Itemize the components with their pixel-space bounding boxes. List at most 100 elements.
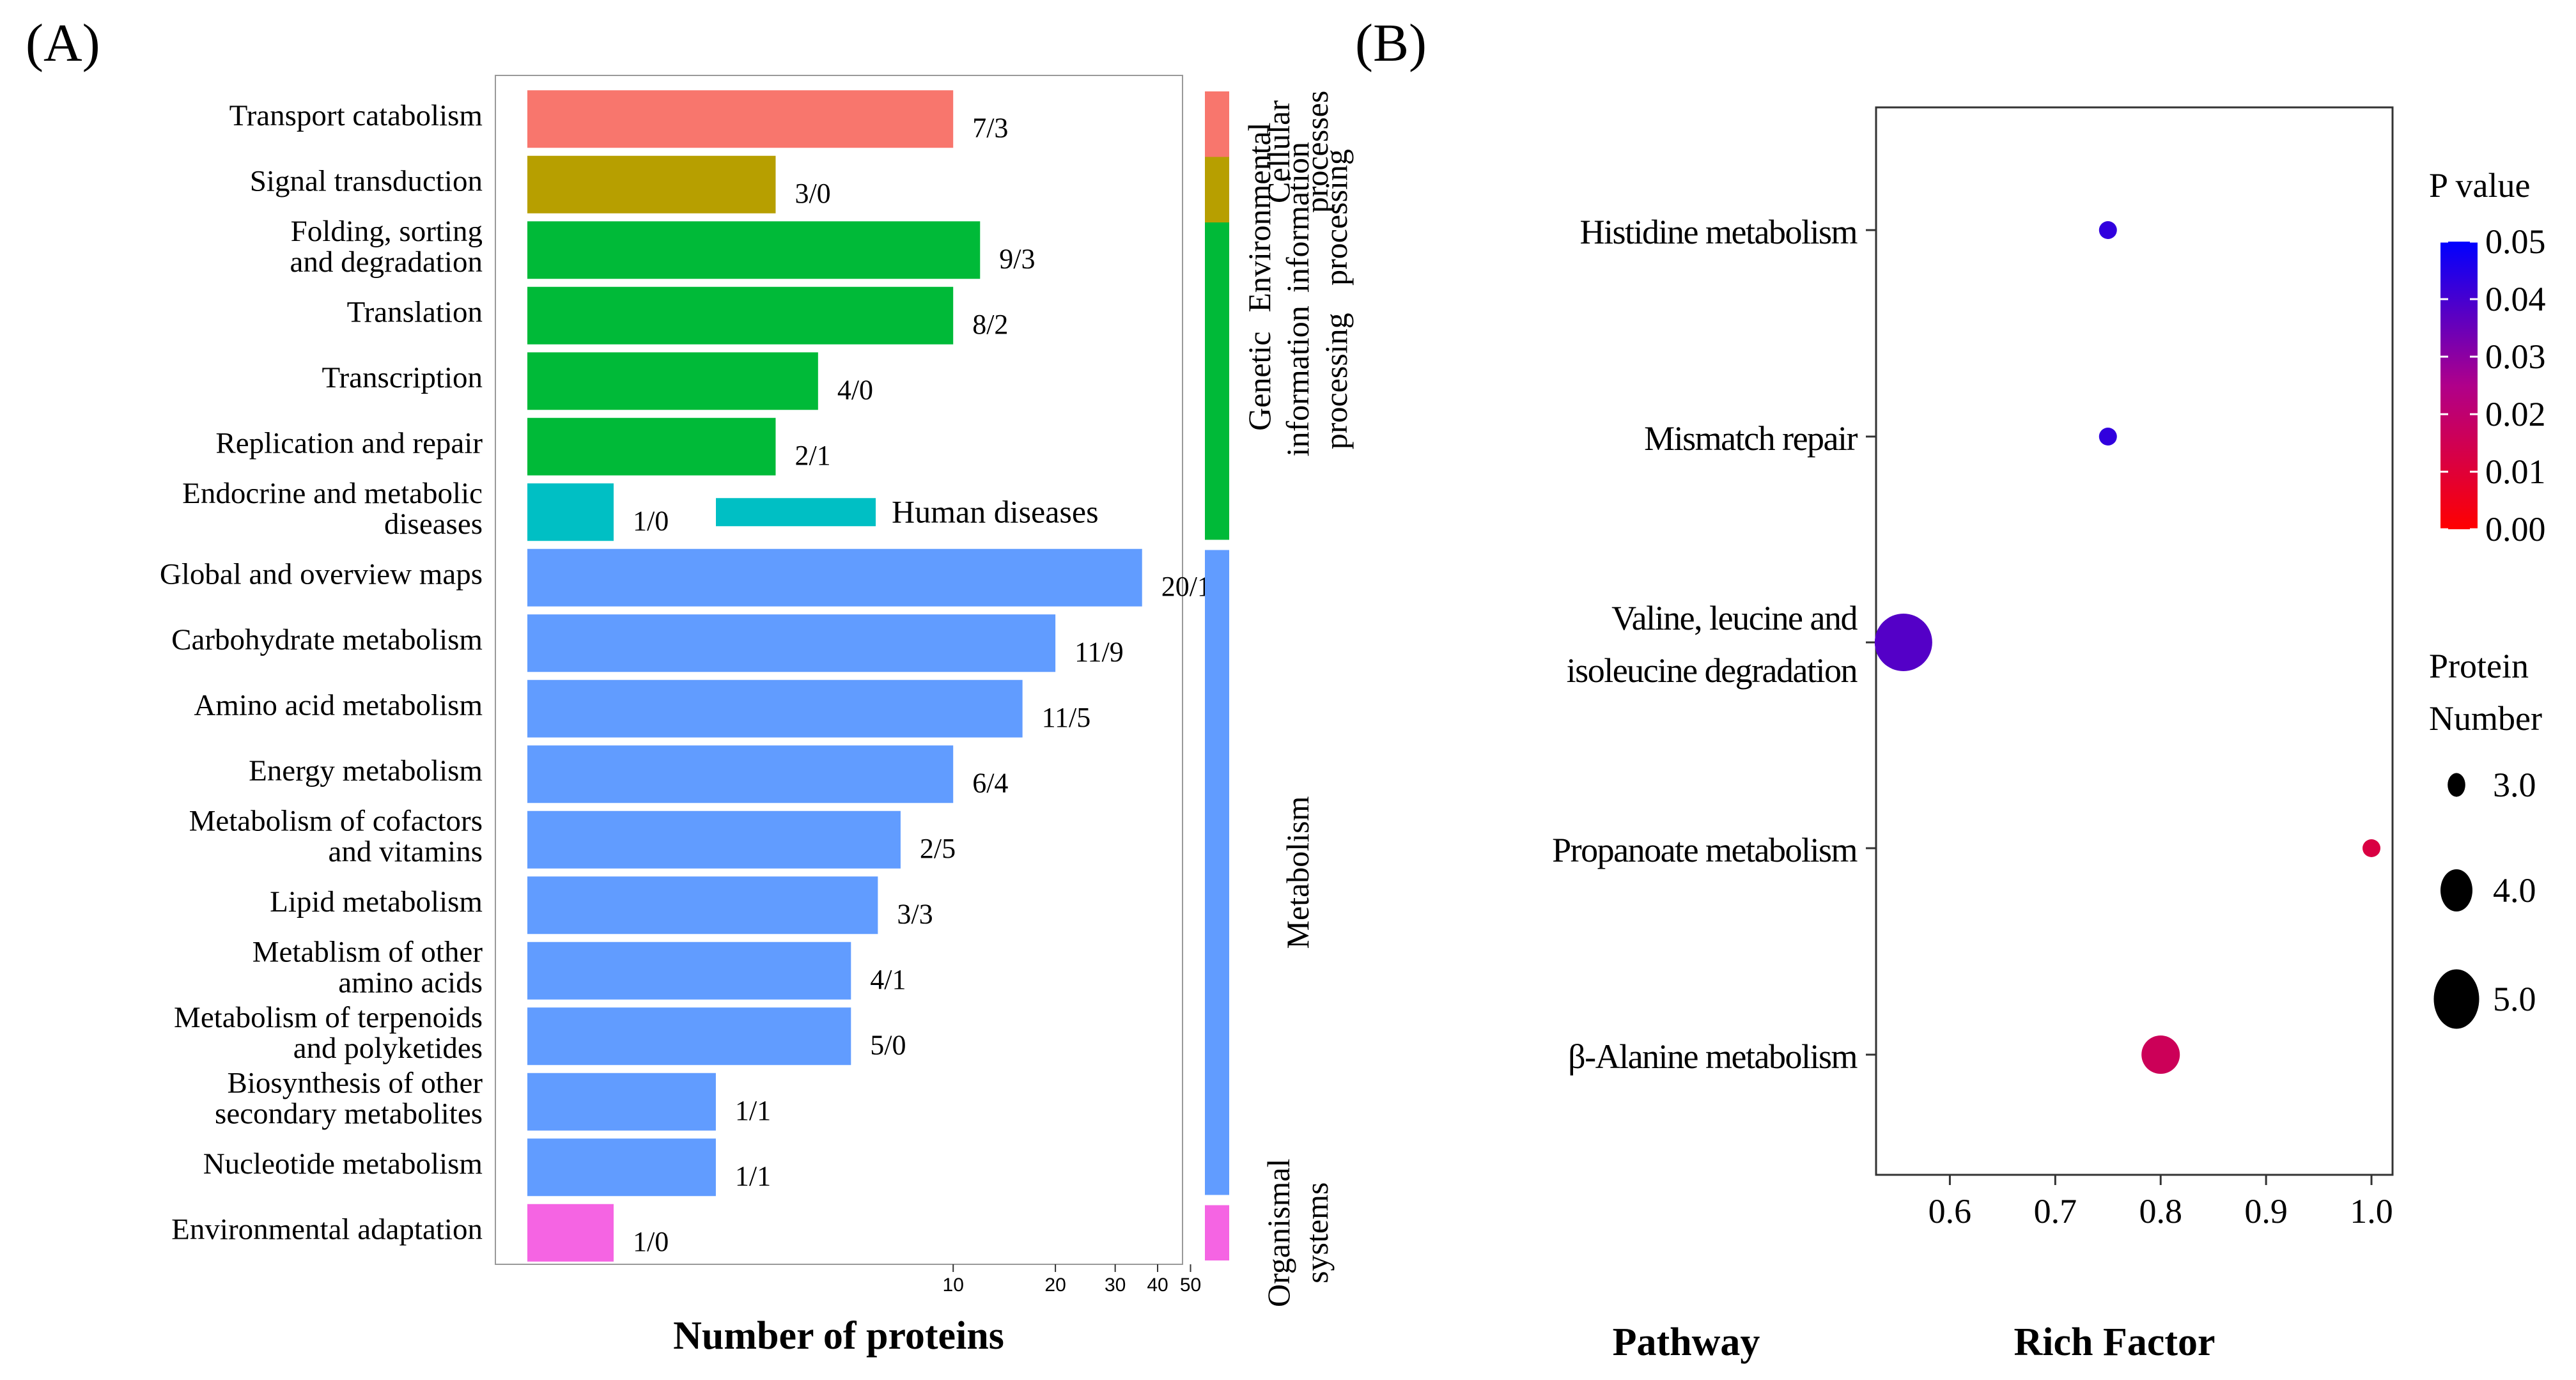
category-label-folding-sorting-and-degradation: Folding, sorting and degradation	[290, 215, 483, 279]
bar-label-lipid-metabolism: 3/3	[897, 898, 933, 929]
bar-label-folding-sorting-and-degradation: 9/3	[999, 243, 1035, 274]
group-label-human-diseases: Human diseases	[892, 493, 1099, 529]
bar-label-translation: 8/2	[972, 309, 1008, 340]
panel-b-label: (B)	[1355, 13, 1427, 73]
bar-amino-acid-metabolism	[527, 679, 1023, 738]
x-tick-label-0.7: 0.7	[2034, 1192, 2077, 1230]
pathway-label-histidine-metabolism: Histidine metabolism	[1580, 213, 1858, 251]
panel-b-bubble-chart: Histidine metabolism Mismatch repair Valin…	[1552, 106, 2546, 1364]
panel-b-y-axis-title: Pathway	[1613, 1321, 1760, 1364]
bar-label-nucleotide-metabolism: 1/1	[735, 1160, 771, 1191]
group-label-cellular-processes: Cellularprocesses	[1261, 91, 1335, 213]
size-legend-label-3-0: 3.0	[2493, 766, 2536, 804]
category-label-nucleotide-metabolism: Nucleotide metabolism	[203, 1147, 483, 1181]
category-label-transcription: Transcription	[322, 361, 483, 394]
panel-a-x-axis-title: Number of proteins	[673, 1314, 1004, 1358]
point-mismatch-repair	[2099, 428, 2117, 446]
point-propanoate-metabolism	[2363, 839, 2381, 857]
panel-a-x-ticks: 10 20 30 40 50	[943, 1264, 1201, 1296]
pathway-label-alanine-metabolism: β-Alanine metabolism	[1568, 1037, 1858, 1076]
size-legend-dot-3-0	[2448, 773, 2465, 797]
bar-label-replication-and-repair: 2/1	[795, 440, 830, 471]
category-label-biosynthesis-of-other-secondary-metabolites: Biosynthesis of other secondary metabolit…	[215, 1067, 483, 1131]
colorbar-tick-label-0-04: 0.04	[2485, 280, 2546, 318]
bar-label-signal-transduction: 3/0	[795, 178, 830, 209]
category-label-amino-acid-metabolism: Amino acid metabolism	[194, 689, 483, 722]
bar-energy-metabolism	[527, 745, 954, 803]
protein-number-legend: Protein Number 3.0 4.0 5.0	[2429, 647, 2542, 1029]
bar-label-metabolism-of-cofactors-and-vitamins: 2/5	[920, 833, 956, 864]
bar-biosynthesis-of-other-secondary-metabolites	[527, 1073, 716, 1131]
group-strip-metabolism	[1205, 550, 1229, 1195]
bar-replication-and-repair	[527, 417, 776, 476]
bar-label-endocrine-and-metabolic-diseases: 1/0	[633, 505, 669, 536]
bar-metabolism-of-terpenoids-and-polyketides	[527, 1007, 851, 1066]
panel-a-category-labels: Transport catabolism Signal transduction F…	[160, 99, 483, 1246]
bar-transcription	[527, 352, 818, 410]
bar-metabolism-of-cofactors-and-vitamins	[527, 810, 901, 869]
x-tick-label-30: 30	[1105, 1275, 1126, 1296]
group-label-genetic-information-processing: Geneticinformationprocessing	[1241, 306, 1354, 456]
category-label-metabolism-of-terpenoids-and-polyketides: Metabolism of terpenoids and polyketides	[174, 1001, 483, 1065]
x-tick-label-1.0: 1.0	[2350, 1192, 2393, 1230]
category-label-lipid-metabolism: Lipid metabolism	[270, 885, 483, 919]
bar-translation	[527, 286, 954, 345]
bar-label-metabolism-of-terpenoids-and-polyketides: 5/0	[870, 1029, 906, 1060]
x-tick-label-0.6: 0.6	[1928, 1192, 1972, 1230]
x-tick-label-50: 50	[1180, 1275, 1201, 1296]
pathway-label-valine-leucine-and-isoleucine-degradation: Valine, leucine and isoleucine degradatio…	[1567, 599, 1858, 690]
bar-metablism-of-other-amino-acids	[527, 942, 851, 1000]
p-value-colorbar-ticks: 0.05 0.04 0.03 0.02 0.01 0.00	[2440, 222, 2546, 548]
bar-label-transport-catabolism: 7/3	[972, 112, 1008, 143]
colorbar-tick-label-0-02: 0.02	[2485, 395, 2546, 433]
size-legend-label-5-0: 5.0	[2493, 980, 2536, 1018]
bar-label-biosynthesis-of-other-secondary-metabolites: 1/1	[735, 1095, 771, 1126]
protein-number-legend-title: Protein Number	[2429, 647, 2542, 738]
bar-global-and-overview-maps	[527, 548, 1142, 607]
category-label-signal-transduction: Signal transduction	[250, 165, 483, 198]
bar-label-carbohydrate-metabolism: 11/9	[1075, 636, 1124, 667]
bar-endocrine-and-metabolic-diseases	[527, 483, 614, 541]
group-label-metabolism: Metabolism	[1280, 796, 1315, 949]
category-label-metabolism-of-cofactors-and-vitamins: Metabolism of cofactors and vitamins	[189, 805, 483, 869]
bar-label-energy-metabolism: 6/4	[972, 767, 1008, 798]
bar-carbohydrate-metabolism	[527, 614, 1056, 672]
panel-b-points	[1874, 221, 2381, 1074]
panel-a-plot-border	[495, 75, 1183, 1265]
bar-transport-catabolism	[527, 90, 954, 148]
bar-label-transcription: 4/0	[837, 374, 873, 405]
colorbar-tick-label-0-03: 0.03	[2485, 337, 2546, 376]
colorbar-tick-label-0-01: 0.01	[2485, 453, 2546, 491]
category-label-carbohydrate-metabolism: Carbohydrate metabolism	[171, 623, 483, 656]
category-label-energy-metabolism: Energy metabolism	[249, 754, 483, 787]
x-tick-label-40: 40	[1147, 1275, 1168, 1296]
group-swatch-human-diseases	[716, 498, 876, 527]
point-histidine-metabolism	[2099, 221, 2117, 239]
bar-label-metablism-of-other-amino-acids: 4/1	[870, 964, 906, 995]
p-value-legend-title: P value	[2429, 166, 2530, 205]
p-value-legend: P value 0.05 0.04 0.03 0.02 0.01 0.00	[2429, 166, 2546, 548]
point-alanine-metabolism	[2141, 1035, 2180, 1074]
panel-b-x-ticks: 0.6 0.7 0.8 0.9 1.0	[1928, 1175, 2393, 1230]
category-label-transport-catabolism: Transport catabolism	[229, 99, 483, 132]
bar-nucleotide-metabolism	[527, 1138, 716, 1197]
group-label-organismal-systems: Organismalsystems	[1261, 1159, 1335, 1307]
bar-label-amino-acid-metabolism: 11/5	[1042, 702, 1091, 733]
category-label-replication-and-repair: Replication and repair	[215, 427, 483, 460]
panel-a-bar-chart: Transport catabolism Signal transduction F…	[160, 75, 1354, 1358]
panel-a-label: (A)	[26, 13, 100, 73]
group-strip-genetic-information-processing	[1205, 222, 1229, 540]
group-label-environmental-information-processing: Environmentalinformationprocessing	[1241, 122, 1354, 312]
colorbar-tick-label-0-00: 0.00	[2485, 510, 2546, 548]
size-legend-dot-5-0	[2433, 969, 2479, 1029]
colorbar-tick-label-0-05: 0.05	[2485, 222, 2546, 261]
category-label-endocrine-and-metabolic-diseases: Endocrine and metabolic diseases	[182, 477, 483, 541]
panel-b-x-axis-title: Rich Factor	[2013, 1321, 2215, 1364]
x-tick-label-0.9: 0.9	[2244, 1192, 2288, 1230]
pathway-label-mismatch-repair: Mismatch repair	[1644, 419, 1858, 458]
bar-signal-transduction	[527, 155, 776, 213]
p-value-colorbar	[2440, 242, 2478, 529]
bar-lipid-metabolism	[527, 876, 878, 934]
x-tick-label-0.8: 0.8	[2139, 1192, 2182, 1230]
